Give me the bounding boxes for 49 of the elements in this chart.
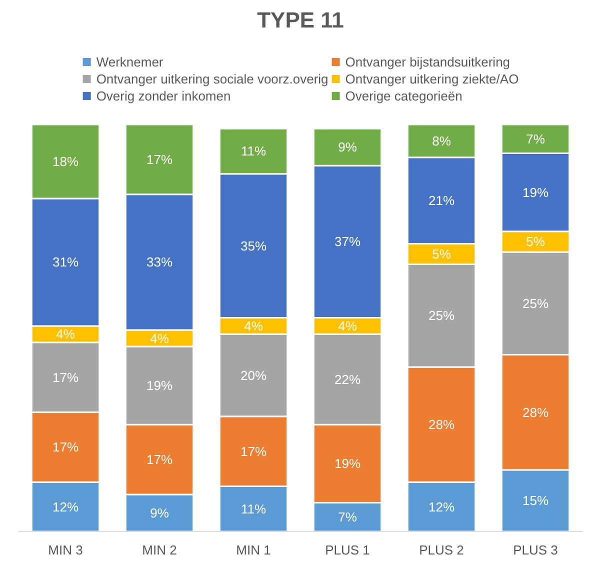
data-label: 20% [240, 368, 267, 383]
legend-label: Ontvanger uitkering sociale voorz.overig [96, 71, 328, 86]
x-tick-label: MIN 1 [236, 542, 271, 558]
x-tick-label: MIN 3 [48, 542, 83, 558]
data-label: 19% [334, 456, 361, 472]
data-label: 19% [146, 378, 173, 394]
data-label: 9% [150, 506, 170, 520]
data-label: 35% [240, 238, 267, 254]
data-label: 4% [56, 326, 76, 342]
data-label: 28% [522, 404, 549, 420]
legend-label: Ontvanger bijstandsuitkering [345, 54, 510, 69]
data-label: 17% [52, 440, 79, 455]
data-label: 7% [526, 131, 546, 146]
data-label: 25% [522, 296, 549, 311]
x-tick-label: PLUS 3 [513, 542, 558, 558]
data-label: 4% [150, 330, 170, 346]
data-label: 8% [432, 133, 452, 148]
chart-title: TYPE 11 [257, 8, 344, 32]
data-label: 22% [334, 372, 361, 387]
legend-label: Overig zonder inkomen [96, 88, 231, 103]
data-label: 9% [338, 140, 358, 155]
data-label: 5% [432, 246, 452, 262]
legend-label: Werknemer [96, 54, 164, 69]
data-label: 12% [428, 499, 455, 514]
data-label: 21% [428, 193, 455, 208]
data-label: 19% [522, 184, 549, 200]
data-label: 28% [428, 417, 455, 432]
data-label: 37% [334, 234, 361, 250]
data-label: 18% [52, 154, 79, 169]
data-label: 11% [240, 501, 266, 516]
data-label: 17% [146, 152, 173, 167]
x-tick-label: PLUS 2 [419, 542, 464, 558]
x-tick-label: PLUS 1 [325, 542, 370, 558]
data-label: 25% [428, 308, 455, 324]
data-label: 5% [526, 234, 546, 250]
data-label: 7% [338, 510, 358, 525]
data-label: 17% [146, 452, 173, 468]
legend-label: Ontvanger uitkering ziekte/AO [345, 71, 519, 86]
legend-label: Overige categorieën [345, 88, 462, 103]
x-tick-label: MIN 2 [142, 542, 177, 558]
data-label: 31% [52, 254, 79, 270]
data-label: 12% [52, 499, 79, 514]
data-label: 17% [240, 444, 267, 459]
data-label: 17% [52, 370, 79, 385]
data-label: 4% [244, 318, 264, 334]
data-label: 4% [338, 318, 358, 334]
data-label: 33% [146, 254, 173, 270]
data-label: 11% [240, 144, 266, 159]
data-label: 15% [522, 493, 549, 508]
